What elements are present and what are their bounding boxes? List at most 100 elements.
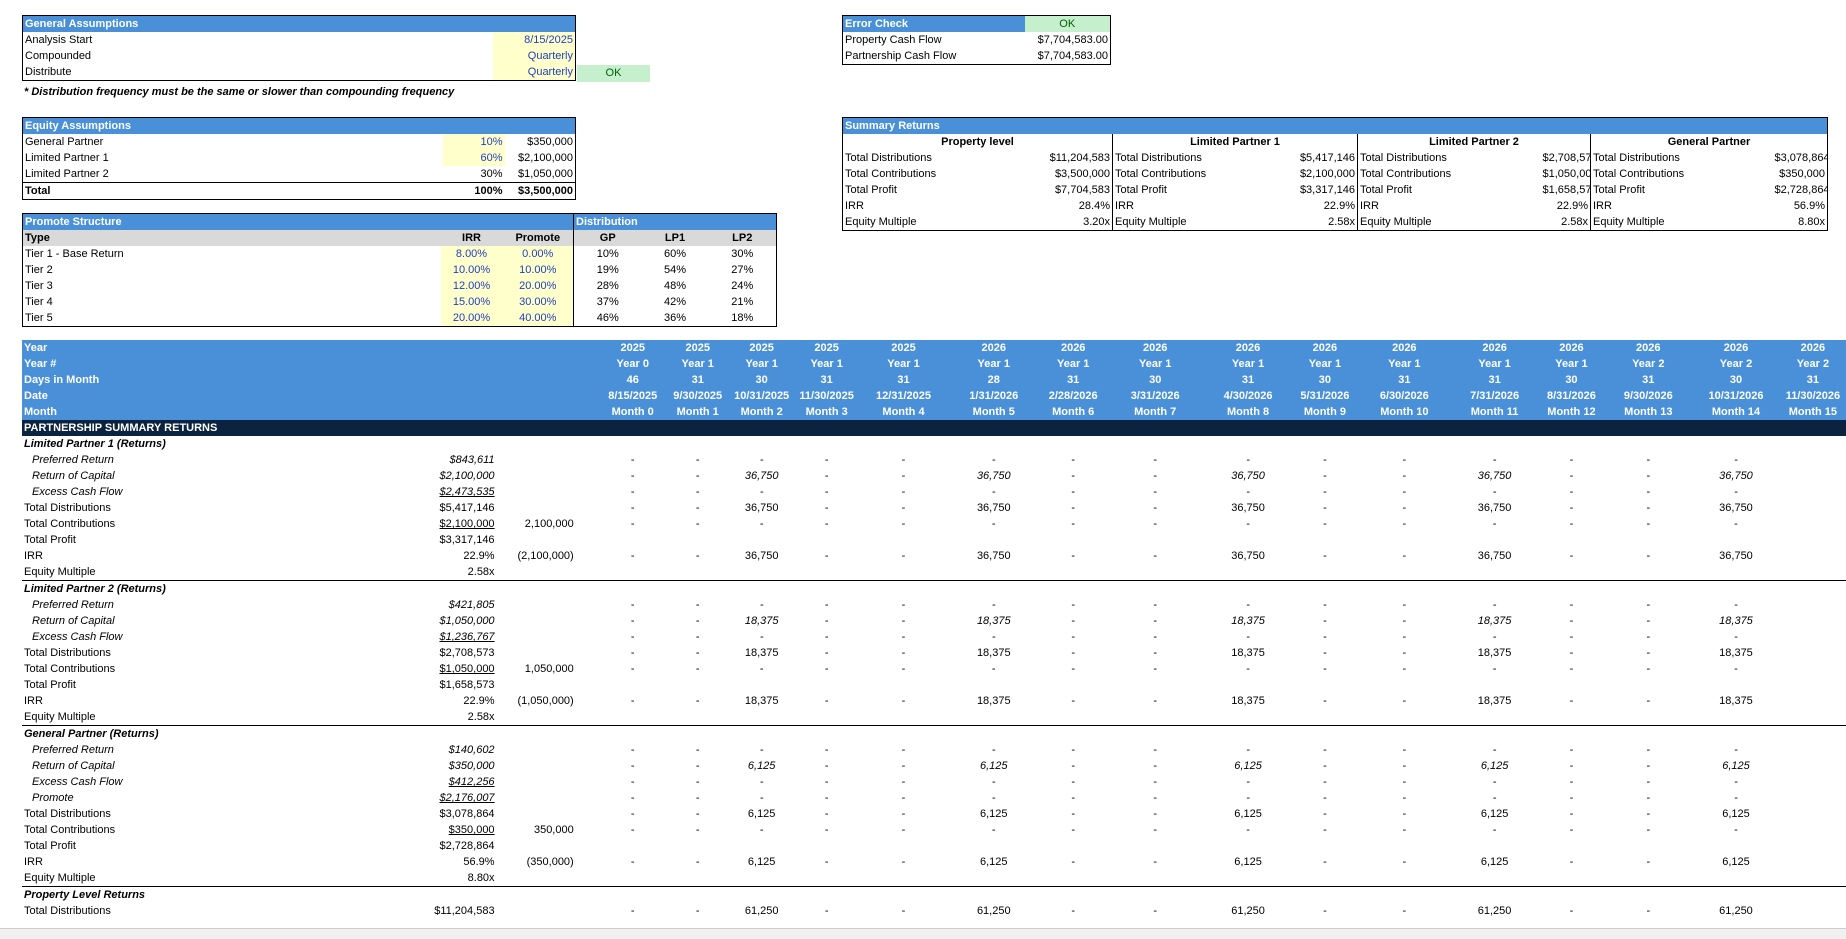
- timeline-cell[interactable]: 12/31/2025: [859, 388, 948, 404]
- summary-value[interactable]: $1,050,000: [1542, 168, 1591, 180]
- timeline-cell[interactable]: 31: [1604, 372, 1693, 388]
- row-total-value[interactable]: 2.58x: [467, 711, 495, 723]
- month-cell[interactable]: -: [695, 631, 700, 643]
- month-cell[interactable]: -: [759, 824, 764, 836]
- timeline-cell[interactable]: 5/31/2026: [1291, 388, 1358, 404]
- timeline-cell[interactable]: 31: [1779, 372, 1846, 388]
- month-cell[interactable]: -: [1734, 486, 1738, 498]
- timeline-cell[interactable]: Month 9: [1291, 404, 1358, 420]
- cell-label[interactable]: Partnership Cash Flow: [845, 50, 957, 62]
- month0-cell[interactable]: [497, 790, 600, 806]
- month-cell[interactable]: -: [1071, 760, 1076, 772]
- month-cell[interactable]: [730, 564, 794, 581]
- timeline-cell[interactable]: 30: [1106, 372, 1205, 388]
- month-cell[interactable]: -: [1153, 599, 1158, 611]
- month-cell[interactable]: [794, 532, 860, 548]
- month-cell[interactable]: 18,375: [1231, 647, 1265, 659]
- timeline-cell[interactable]: 2025: [793, 340, 860, 356]
- month-cell[interactable]: -: [1153, 744, 1158, 756]
- month-cell[interactable]: -: [695, 776, 700, 788]
- timeline-cell[interactable]: 2026: [1106, 340, 1205, 356]
- month-cell[interactable]: -: [1071, 905, 1076, 917]
- month-cell[interactable]: -: [630, 776, 635, 788]
- month-cell[interactable]: 6,125: [980, 760, 1008, 772]
- month-cell[interactable]: -: [630, 615, 635, 627]
- row-total-value[interactable]: $3,317,146: [439, 534, 495, 546]
- month-cell[interactable]: -: [991, 824, 996, 836]
- timeline-cell[interactable]: Year 1: [665, 356, 730, 372]
- month-cell[interactable]: 6,125: [1722, 760, 1750, 772]
- month-cell[interactable]: [600, 564, 666, 581]
- row-label[interactable]: IRR 22.9%: [24, 695, 495, 707]
- month-cell[interactable]: 61,250: [976, 905, 1011, 917]
- month-cell[interactable]: -: [695, 695, 700, 707]
- month-cell[interactable]: -: [901, 631, 906, 643]
- timeline-cell[interactable]: 31: [1204, 372, 1292, 388]
- month-cell[interactable]: 18,375: [744, 647, 779, 659]
- month-cell[interactable]: [1538, 532, 1604, 548]
- month-cell[interactable]: -: [1246, 599, 1250, 611]
- summary-label[interactable]: Total Distributions: [845, 152, 932, 164]
- summary-value[interactable]: $3,500,000: [1054, 168, 1110, 180]
- row-label[interactable]: Total Contributions $2,100,000: [24, 518, 495, 530]
- month-cell[interactable]: -: [1646, 550, 1651, 562]
- row-total-value[interactable]: $1,050,000: [439, 615, 495, 627]
- row-total-value[interactable]: $843,611: [449, 454, 495, 466]
- month-cell[interactable]: [1106, 709, 1204, 726]
- month-cell[interactable]: [666, 838, 730, 854]
- distribute-input[interactable]: Quarterly: [492, 64, 576, 81]
- timeline-cell[interactable]: 2026: [1604, 340, 1693, 356]
- month-cell[interactable]: [794, 677, 860, 693]
- timeline-cell[interactable]: Year 1: [1106, 356, 1205, 372]
- month-cell[interactable]: -: [1246, 518, 1250, 530]
- month-cell[interactable]: [1292, 677, 1358, 693]
- timeline-cell[interactable]: Year 0: [599, 356, 666, 372]
- month-cell[interactable]: -: [1569, 550, 1574, 562]
- month-cell[interactable]: -: [901, 792, 906, 804]
- timeline-cell[interactable]: 1/31/2026: [947, 388, 1041, 404]
- month-cell[interactable]: -: [1646, 856, 1651, 868]
- month-cell[interactable]: -: [1734, 744, 1738, 756]
- month-cell[interactable]: -: [1402, 647, 1407, 659]
- month-cell[interactable]: [1692, 564, 1780, 581]
- month-cell[interactable]: 6,125: [1722, 808, 1750, 820]
- month-cell[interactable]: 18,375: [976, 695, 1011, 707]
- row-label[interactable]: IRR 56.9%: [24, 856, 495, 868]
- month-cell[interactable]: -: [824, 486, 829, 498]
- month-cell[interactable]: -: [1734, 518, 1738, 530]
- row-label[interactable]: Total Profit $1,658,573: [24, 679, 495, 691]
- month-cell[interactable]: -: [1323, 502, 1327, 514]
- month-cell[interactable]: -: [759, 631, 764, 643]
- row-total-value[interactable]: $2,100,000: [439, 470, 495, 482]
- month-cell[interactable]: -: [824, 647, 829, 659]
- month-cell[interactable]: -: [1246, 776, 1250, 788]
- month-cell[interactable]: -: [1246, 824, 1250, 836]
- month-cell[interactable]: 36,750: [1719, 470, 1753, 482]
- promote-cell[interactable]: 36%: [663, 312, 687, 324]
- row-label[interactable]: Promote $2,176,007: [32, 792, 495, 804]
- timeline-cell[interactable]: 9/30/2026: [1604, 388, 1693, 404]
- month-cell[interactable]: [947, 532, 1040, 548]
- month-cell[interactable]: 18,375: [976, 647, 1011, 659]
- month-cell[interactable]: -: [901, 808, 906, 820]
- cell-value[interactable]: $350,000: [527, 136, 574, 148]
- promote-cell[interactable]: 0.00%: [502, 246, 574, 262]
- month0-cell[interactable]: [497, 645, 600, 661]
- month-cell[interactable]: -: [1734, 776, 1738, 788]
- month-cell[interactable]: [1106, 677, 1204, 693]
- row-total-value[interactable]: $1,050,000: [439, 663, 495, 675]
- month0-cell[interactable]: (2,100,000): [517, 550, 574, 562]
- timeline-cell[interactable]: Month 2: [729, 404, 794, 420]
- month-cell[interactable]: -: [901, 824, 906, 836]
- month-cell[interactable]: -: [1153, 486, 1158, 498]
- total-pct[interactable]: 100%: [442, 182, 505, 200]
- month-cell[interactable]: -: [1153, 518, 1158, 530]
- month-cell[interactable]: -: [1323, 824, 1327, 836]
- month-cell[interactable]: -: [759, 776, 764, 788]
- month-cell[interactable]: [1292, 870, 1358, 887]
- timeline-cell[interactable]: 2026: [947, 340, 1041, 356]
- month-cell[interactable]: -: [1569, 856, 1574, 868]
- month-cell[interactable]: -: [695, 470, 700, 482]
- month-cell[interactable]: [1204, 677, 1292, 693]
- month-cell[interactable]: -: [1153, 695, 1158, 707]
